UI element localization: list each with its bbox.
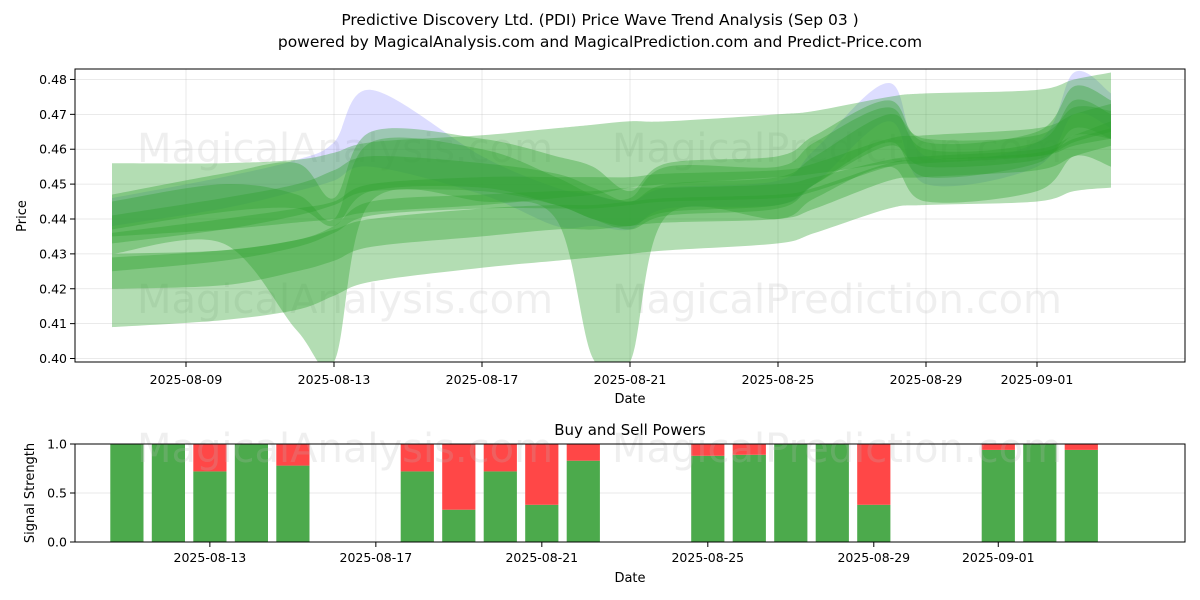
price-plot-area [75, 69, 1185, 362]
buy-bar [566, 460, 600, 542]
price-x-tick-label: 2025-08-09 [150, 372, 223, 387]
wave-band-5 [112, 99, 1111, 362]
price-x-tick-label: 2025-08-21 [594, 372, 667, 387]
price-x-tick-label: 2025-08-25 [742, 372, 815, 387]
buy-sell-x-ticks: 2025-08-13 2025-08-17 2025-08-21 2025-08-25… [174, 542, 1035, 565]
sell-bar [981, 444, 1015, 450]
watermark-prediction-bottom: MagicalPrediction.com [612, 426, 1062, 472]
price-y-tick-label: 0.46 [39, 142, 67, 157]
buy-bar [1023, 444, 1057, 542]
price-y-label: Price [15, 200, 30, 232]
buy-bar [1064, 449, 1098, 542]
sell-bar [525, 444, 559, 505]
buy-bar [815, 444, 849, 542]
watermark-prediction-top: MagicalPrediction.com [612, 126, 1062, 172]
buy-bar [774, 444, 808, 542]
price-x-label: Date [614, 392, 645, 407]
price-y-tick-label: 0.47 [39, 107, 67, 122]
buy-sell-x-label: Date [614, 571, 645, 586]
sell-bar [857, 444, 891, 505]
price-grid [75, 69, 1185, 362]
buy-sell-y-tick-label: 0.0 [47, 535, 67, 550]
sell-bar [483, 444, 517, 472]
price-x-tick-label: 2025-09-01 [1001, 372, 1074, 387]
price-range-band [112, 70, 1111, 231]
price-y-tick-label: 0.43 [39, 246, 67, 261]
buy-bar [442, 509, 476, 542]
buy-sell-title: Buy and Sell Powers [554, 421, 706, 439]
sell-bar [193, 444, 227, 472]
price-bands [112, 70, 1111, 362]
buy-bar [110, 444, 144, 542]
price-y-ticks: 0.40 0.41 0.42 0.43 0.44 0.45 0.46 0.47 0.48 [39, 72, 75, 366]
price-y-tick-label: 0.41 [39, 316, 67, 331]
price-y-tick-label: 0.40 [39, 351, 67, 366]
buy-sell-y-ticks: 0.0 0.5 1.0 [47, 437, 75, 550]
buy-sell-chart: Buy and Sell Powers MagicalAnalysis.com … [23, 421, 1186, 586]
sell-bar [691, 444, 725, 456]
sell-bar [732, 444, 766, 455]
buy-bar [400, 471, 434, 542]
buy-bar [981, 449, 1015, 542]
buy-sell-x-tick-label: 2025-09-01 [962, 550, 1035, 565]
price-y-tick-label: 0.48 [39, 72, 67, 87]
price-y-tick-label: 0.44 [39, 211, 67, 226]
price-x-ticks: 2025-08-09 2025-08-13 2025-08-17 2025-08-21… [150, 362, 1074, 387]
sell-bar [400, 444, 434, 472]
buy-bar [193, 471, 227, 542]
watermark-analysis-top: MagicalAnalysis.com [137, 126, 553, 172]
wave-band-7 [112, 106, 1111, 244]
sell-bar [276, 444, 310, 466]
watermark-analysis-bottom: MagicalAnalysis.com [137, 426, 553, 472]
sell-bar [442, 444, 476, 510]
price-y-tick-label: 0.45 [39, 177, 67, 192]
price-x-tick-label: 2025-08-13 [298, 372, 371, 387]
buy-sell-x-tick-label: 2025-08-21 [505, 550, 578, 565]
price-x-tick-label: 2025-08-17 [446, 372, 519, 387]
wave-band-6 [112, 103, 1111, 272]
buy-sell-x-tick-label: 2025-08-25 [671, 550, 744, 565]
buy-bar [691, 455, 725, 542]
sell-bar [1064, 444, 1098, 450]
buy-sell-x-tick-label: 2025-08-17 [340, 550, 413, 565]
wave-band-4 [112, 128, 1111, 289]
price-wave-chart: MagicalAnalysis.com MagicalPrediction.co… [15, 68, 1186, 407]
price-band-group [112, 70, 1111, 362]
watermark-prediction-mid: MagicalPrediction.com [612, 277, 1062, 323]
price-watermarks: MagicalAnalysis.com MagicalPrediction.co… [137, 126, 1062, 323]
buy-sell-bars [110, 444, 1098, 542]
wave-band-1 [112, 72, 1111, 237]
buy-bar [483, 471, 517, 542]
buy-sell-x-tick-label: 2025-08-29 [837, 550, 910, 565]
buy-sell-y-tick-label: 1.0 [47, 437, 67, 452]
wave-band-3 [112, 85, 1111, 230]
wave-band-2 [112, 121, 1111, 328]
price-x-tick-label: 2025-08-29 [890, 372, 963, 387]
watermark-analysis-mid: MagicalAnalysis.com [137, 277, 553, 323]
buy-bar [234, 444, 268, 542]
buy-bar [276, 465, 310, 542]
buy-sell-y-tick-label: 0.5 [47, 486, 67, 501]
buy-bar [857, 504, 891, 542]
figure-subtitle: powered by MagicalAnalysis.com and Magic… [278, 33, 922, 51]
sell-bar [566, 444, 600, 461]
buy-bar [151, 444, 185, 542]
figure-title: Predictive Discovery Ltd. (PDI) Price Wa… [341, 11, 858, 29]
price-y-tick-label: 0.42 [39, 281, 67, 296]
buy-sell-y-label: Signal Strength [23, 443, 38, 543]
buy-sell-watermarks: MagicalAnalysis.com MagicalPrediction.co… [137, 426, 1062, 472]
buy-bar [525, 504, 559, 542]
buy-sell-x-tick-label: 2025-08-13 [174, 550, 247, 565]
buy-bar [732, 454, 766, 542]
